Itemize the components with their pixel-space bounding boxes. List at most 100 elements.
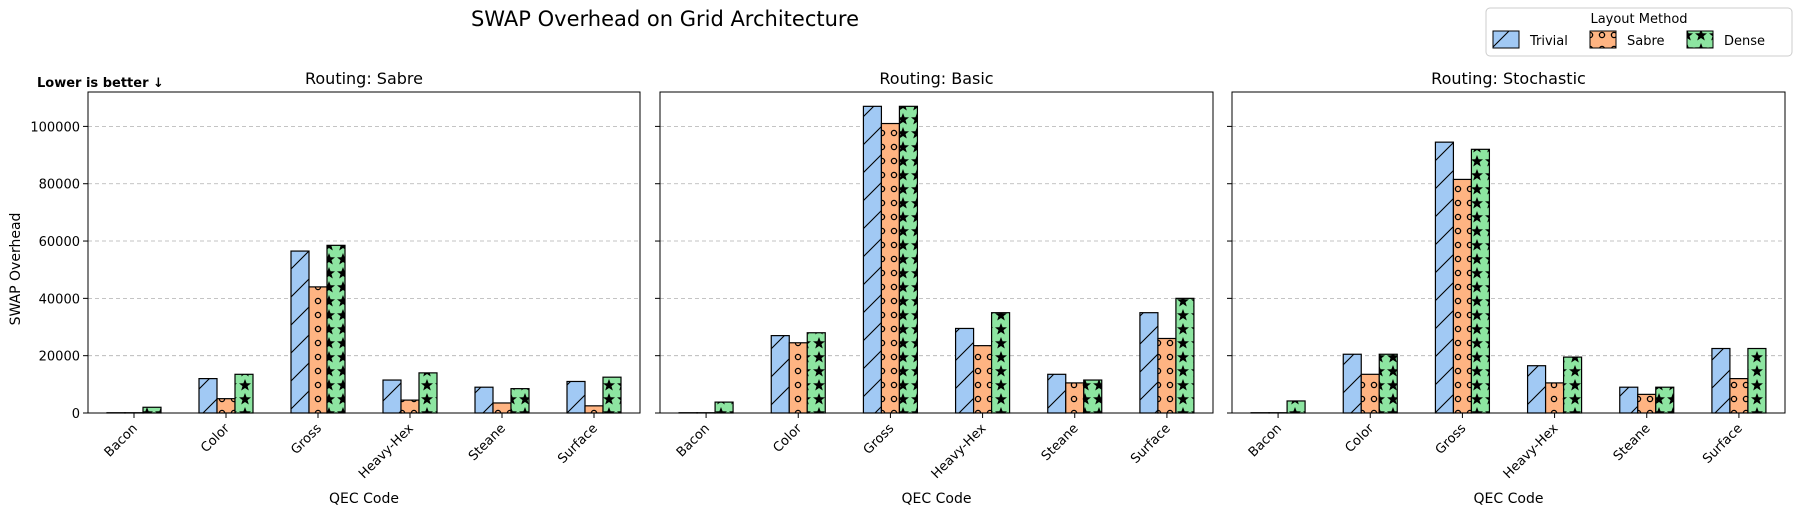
bar-trivial-surface [1139,312,1159,414]
bar-dense-heavy-hex [990,312,1011,414]
x-tick-label: Heavy-Hex [929,421,990,482]
bar-dense-steane [1083,379,1103,414]
bar-trivial-surface [1711,347,1731,414]
x-tick-label: Bacon [1246,421,1285,460]
legend-frame [1485,7,1793,57]
bar-sabre-heavy-hex [400,399,420,414]
bar-sabre-steane [492,402,512,414]
y-tick-label: 20000 [39,350,80,365]
x-tick-label: Steane [1039,421,1082,464]
x-tick-label: Color [770,421,805,456]
bar-dense-gross [898,105,919,414]
panel-title: Routing: Basic [879,69,993,88]
bar-trivial-heavy-hex [1526,365,1547,414]
legend-swatch-trivial [1492,30,1520,49]
x-axis-label: QEC Code [1474,491,1544,507]
plot-frame [659,91,1214,414]
bar-sabre-heavy-hex [1544,382,1565,414]
legend-swatch-dense [1686,30,1714,49]
x-tick-label: Surface [1128,421,1174,467]
legend-entry-dense: Dense [1686,30,1765,49]
bar-trivial-color [198,378,218,414]
bar-sabre-steane [1065,382,1085,414]
bar-dense-bacon [714,401,734,414]
y-tick-label: 0 [72,407,80,422]
bar-sabre-color [216,398,236,414]
bar-dense-bacon [1286,400,1306,414]
x-tick-label: Heavy-Hex [1501,421,1562,482]
y-tick-label: 100000 [30,120,80,135]
x-tick-label: Bacon [102,421,141,460]
bar-sabre-surface [1157,337,1177,414]
y-axis-label: SWAP Overhead [8,213,24,326]
bar-trivial-heavy-hex [382,379,402,414]
bar-dense-gross [1470,148,1491,414]
bar-trivial-color [770,335,790,414]
x-tick-label: Heavy-Hex [356,421,417,482]
x-tick-label: Gross [1433,421,1470,458]
bar-dense-surface [602,376,622,414]
figure-title: SWAP Overhead on Grid Architecture [471,7,859,31]
bar-sabre-gross [308,286,328,414]
bar-dense-steane [510,388,530,414]
bar-trivial-gross [290,250,310,414]
x-tick-label: Color [198,421,233,456]
x-tick-label: Bacon [674,421,713,460]
bar-trivial-heavy-hex [954,327,975,414]
bar-trivial-steane [1619,386,1639,414]
legend-label-trivial: Trivial [1529,34,1568,49]
bar-dense-heavy-hex [418,372,438,414]
bar-dense-gross [326,244,346,414]
x-tick-label: Gross [288,421,325,458]
bar-sabre-surface [584,405,604,414]
legend-entry-sabre: Sabre [1589,30,1665,49]
bar-sabre-steane [1637,393,1657,414]
lower-is-better-note: Lower is better ↓ [37,76,164,91]
bar-dense-color [806,332,826,414]
panel-3: Bacon Color Gross Heavy-Hex Steane Surface Rou… [1227,69,1786,507]
legend: Layout Method Trivial Sabre Dense [1485,7,1793,57]
bar-trivial-surface [566,380,586,414]
legend-entry-trivial: Trivial [1492,30,1568,49]
x-axis-label: QEC Code [329,491,399,507]
bar-dense-color [1378,353,1398,414]
bar-trivial-gross [1434,141,1455,414]
bar-trivial-gross [862,105,883,414]
panel-title: Routing: Sabre [305,69,423,88]
bar-dense-heavy-hex [1562,356,1583,414]
bar-trivial-steane [1047,373,1067,414]
bar-trivial-steane [474,386,494,414]
y-tick-label: 80000 [39,178,80,193]
y-tick-label: 40000 [39,292,80,307]
y-tick-label: 60000 [39,235,80,250]
bar-sabre-color [788,342,808,414]
x-tick-label: Gross [861,421,898,458]
bar-sabre-surface [1729,378,1749,414]
panel-2: Bacon Color Gross Heavy-Hex Steane Surface Rou… [655,69,1214,507]
plot-frame [87,91,641,414]
bar-dense-surface [1175,297,1195,414]
legend-title: Layout Method [1590,12,1687,27]
legend-label-dense: Dense [1724,34,1765,49]
bar-trivial-color [1342,353,1362,414]
x-tick-label: Surface [555,421,601,467]
bar-dense-bacon [142,406,162,414]
panel-1: 0 20000 40000 60000 80000 100000 Bacon Color Gro… [30,69,641,507]
bar-sabre-color [1360,373,1380,414]
bar-dense-steane [1655,386,1675,414]
panel-title: Routing: Stochastic [1431,69,1586,88]
bar-sabre-heavy-hex [972,345,993,414]
bar-sabre-gross [1452,178,1473,414]
bar-dense-surface [1747,347,1767,414]
x-tick-label: Surface [1700,421,1746,467]
bar-dense-color [234,373,254,414]
x-axis-label: QEC Code [902,491,972,507]
x-tick-label: Steane [1611,421,1654,464]
x-tick-label: Steane [466,421,509,464]
bar-sabre-gross [880,122,901,414]
plot-frame [1231,91,1786,414]
legend-swatch-sabre [1589,30,1617,49]
x-tick-label: Color [1342,421,1377,456]
legend-label-sabre: Sabre [1627,34,1665,49]
